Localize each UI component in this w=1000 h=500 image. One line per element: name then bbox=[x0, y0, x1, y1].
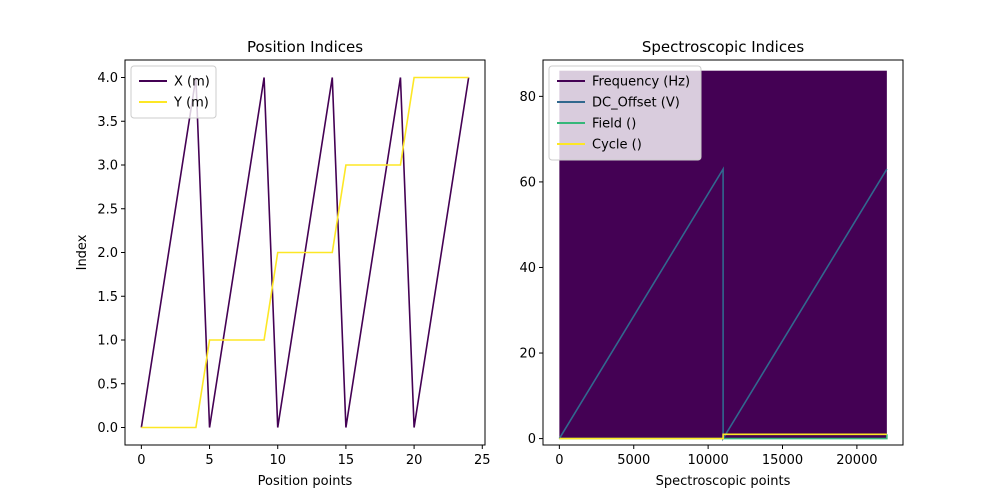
legend-entry: Cycle () bbox=[592, 138, 642, 153]
y-tick-label: 2.0 bbox=[97, 246, 118, 261]
x-tick-label: 25 bbox=[474, 453, 491, 468]
legend-entry: Y (m) bbox=[173, 96, 209, 111]
series-dc-offset-line bbox=[558, 166, 888, 442]
y-tick-label: 1.5 bbox=[97, 290, 118, 305]
x-tick-label: 5 bbox=[205, 453, 213, 468]
x-tick-label: 15000 bbox=[762, 453, 803, 468]
legend-entry: DC_Offset (V) bbox=[592, 96, 680, 111]
legend: Frequency (Hz) DC_Offset (V) Field () Cycle… bbox=[548, 65, 702, 161]
y-tick-label: 3.5 bbox=[97, 115, 118, 130]
legend-entry: Field () bbox=[592, 117, 636, 132]
x-axis-label: Spectroscopic points bbox=[656, 474, 791, 489]
y-axis-ticks: 0.0 0.5 1.0 1.5 2.0 2.5 3.0 3.5 4.0 bbox=[97, 71, 125, 436]
y-axis-label: Index bbox=[75, 234, 90, 270]
legend-entry: X (m) bbox=[174, 75, 210, 90]
chart-spectroscopic-indices: Spectroscopic Indices 0 5000 10000 15000 200… bbox=[519, 38, 904, 489]
axes-frame bbox=[542, 59, 904, 446]
x-tick-label: 5000 bbox=[617, 453, 650, 468]
legend-entry: Frequency (Hz) bbox=[592, 75, 690, 90]
plot-area bbox=[140, 76, 470, 429]
y-axis-ticks: 0 20 40 60 80 bbox=[519, 90, 543, 447]
y-tick-label: 3.0 bbox=[97, 159, 118, 174]
x-tick-label: 0 bbox=[137, 453, 145, 468]
legend-box bbox=[548, 65, 702, 161]
y-tick-label: 4.0 bbox=[97, 71, 118, 86]
y-tick-label: 20 bbox=[519, 347, 536, 362]
x-tick-label: 20000 bbox=[836, 453, 877, 468]
y-tick-label: 60 bbox=[519, 175, 536, 190]
x-tick-label: 10000 bbox=[687, 453, 728, 468]
y-tick-label: 40 bbox=[519, 261, 536, 276]
x-axis-ticks: 0 5000 10000 15000 20000 bbox=[555, 445, 878, 468]
x-axis-label: Position points bbox=[258, 474, 353, 489]
y-tick-label: 2.5 bbox=[97, 202, 118, 217]
series-line-y bbox=[141, 76, 469, 429]
x-axis-ticks: 0 5 10 15 20 25 bbox=[137, 445, 491, 468]
chart-position-indices: Position Indices 0 5 10 15 20 25 0.0 0.5 1.0 1.5… bbox=[75, 38, 491, 489]
legend: X (m) Y (m) bbox=[130, 65, 217, 119]
y-tick-label: 1.0 bbox=[97, 334, 118, 349]
series-cycle-line bbox=[559, 433, 887, 440]
y-tick-label: 0.5 bbox=[97, 377, 118, 392]
legend-box bbox=[130, 65, 217, 119]
x-tick-label: 20 bbox=[406, 453, 423, 468]
chart-title: Position Indices bbox=[247, 38, 363, 56]
chart-title: Spectroscopic Indices bbox=[642, 38, 804, 56]
y-tick-label: 0.0 bbox=[97, 421, 118, 436]
x-tick-label: 15 bbox=[338, 453, 355, 468]
x-tick-label: 10 bbox=[269, 453, 286, 468]
x-tick-label: 0 bbox=[555, 453, 563, 468]
y-tick-label: 0 bbox=[528, 432, 536, 447]
y-tick-label: 80 bbox=[519, 90, 536, 105]
